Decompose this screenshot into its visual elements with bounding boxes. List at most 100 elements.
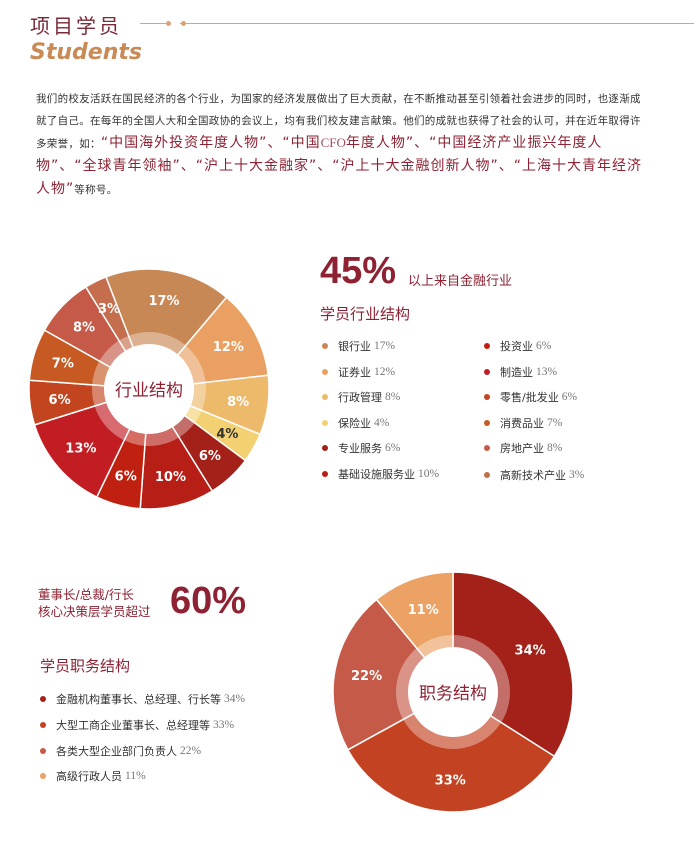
legend-pct: 8%	[547, 442, 563, 454]
legend-pct: 3%	[569, 469, 585, 481]
legend-label: 行政管理	[338, 391, 382, 404]
legend-pct: 34%	[224, 693, 246, 705]
legend-dot-icon	[484, 394, 490, 400]
header-divider	[140, 23, 694, 24]
header-divider-gap	[170, 18, 180, 28]
exec-lead-text: 董事长/总裁/行长 核心决策层学员超过	[38, 586, 151, 620]
legend-dot-icon	[322, 445, 328, 451]
legend-item: 证券业 12%	[322, 364, 395, 380]
legend-pct: 17%	[374, 340, 396, 352]
legend-item: 消费品业 7%	[484, 415, 562, 431]
legend-pct: 6%	[385, 442, 401, 454]
legend-item: 保险业 4%	[322, 415, 389, 431]
legend-label: 证券业	[338, 366, 371, 379]
legend-dot-icon	[40, 748, 46, 754]
legend-item: 高级行政人员 11%	[40, 768, 146, 784]
legend-label: 基础设施服务业	[338, 468, 415, 481]
slice-label: 8%	[227, 395, 249, 410]
slice-label: 34%	[515, 643, 546, 658]
legend-item: 投资业 6%	[484, 338, 551, 354]
legend-item: 制造业 13%	[484, 364, 557, 380]
honor-text-latin: CFO	[320, 135, 346, 150]
slice-label: 12%	[213, 340, 244, 355]
legend-dot-icon	[484, 472, 490, 478]
slice-label: 10%	[155, 470, 186, 485]
donut-group: 34% 33% 22% 11% 职务结构	[332, 571, 574, 813]
legend-pct: 6%	[561, 391, 578, 403]
legend-item: 金融机构董事长、总经理、行长等 34%	[40, 691, 245, 707]
legend-dot-icon	[484, 445, 490, 451]
legend-label: 专业服务	[338, 442, 382, 455]
legend-pct: 33%	[213, 719, 235, 731]
legend-label: 大型工商企业董事长、总经理等	[56, 719, 210, 732]
position-section-title: 学员职务结构	[40, 657, 131, 675]
donut-hole	[104, 344, 194, 434]
legend-pct: 10%	[418, 468, 440, 480]
slice-label: 8%	[73, 320, 95, 335]
legend-pct: 4%	[374, 417, 390, 429]
legend-item: 专业服务 6%	[322, 440, 400, 456]
legend-pct: 7%	[547, 417, 563, 429]
legend-dot-icon	[40, 696, 46, 702]
legend-pct: 13%	[536, 366, 558, 378]
legend-dot-icon	[322, 471, 328, 477]
legend-dot-icon	[322, 369, 328, 375]
exec-share-value: 60%	[170, 580, 247, 622]
legend-dot-icon	[484, 420, 490, 426]
legend-label: 投资业	[500, 340, 533, 353]
divider-dot-icon	[181, 21, 186, 26]
slice-label: 33%	[435, 774, 466, 789]
intro-tail: 等称号。	[74, 184, 118, 196]
divider-dot-icon	[166, 21, 171, 26]
legend-label: 金融机构董事长、总经理、行长等	[56, 693, 221, 706]
intro-paragraph: 我们的校友活跃在国民经济的各个行业，为国家的经济发展做出了巨大贡献，在不断推动甚…	[36, 88, 644, 201]
legend-item: 基础设施服务业 10%	[322, 466, 439, 482]
legend-item: 高新技术产业 3%	[484, 467, 584, 483]
industry-section-title: 学员行业结构	[320, 305, 411, 323]
legend-pct: 22%	[180, 745, 202, 757]
finance-share-value: 45%	[320, 250, 397, 292]
legend-dot-icon	[322, 343, 328, 349]
legend-item: 银行业 17%	[322, 338, 395, 354]
legend-label: 房地产业	[500, 442, 544, 455]
legend-label: 制造业	[500, 366, 533, 379]
intro-text: 我们的校友活跃在国民经济的各个行业，为国家的经济发展做出了巨大贡献，在不断推动甚…	[36, 93, 641, 150]
page-title: 项目学员	[30, 14, 122, 38]
slice-label: 13%	[65, 441, 96, 456]
legend-item: 房地产业 8%	[484, 440, 562, 456]
exec-lead-line: 董事长/总裁/行长	[38, 587, 134, 602]
legend-pct: 12%	[374, 366, 396, 378]
legend-label: 银行业	[338, 340, 371, 353]
slice-label: 11%	[408, 603, 439, 618]
legend-item: 零售/批发业 6%	[484, 389, 577, 405]
honor-text: “中国海外投资年度人物”、“中国	[100, 135, 321, 151]
legend-label: 消费品业	[500, 417, 544, 430]
legend-item: 大型工商企业董事长、总经理等 33%	[40, 717, 234, 733]
legend-dot-icon	[322, 420, 328, 426]
legend-pct: 11%	[125, 770, 146, 782]
legend-dot-icon	[40, 722, 46, 728]
legend-item: 行政管理 8%	[322, 389, 400, 405]
exec-lead-line: 核心决策层学员超过	[38, 604, 151, 619]
legend-dot-icon	[322, 394, 328, 400]
honor-text: 年度人物”、“中国经济产业振兴年度人物”、“全球青年领袖”、“沪上十大金融家”、…	[36, 135, 643, 197]
slice-label: 3%	[98, 302, 120, 317]
legend-item: 各类大型企业部门负责人 22%	[40, 743, 201, 759]
legend-dot-icon	[40, 773, 46, 779]
legend-dot-icon	[484, 369, 490, 375]
legend-dot-icon	[484, 343, 490, 349]
slice-label: 6%	[49, 393, 71, 408]
legend-label: 各类大型企业部门负责人	[56, 745, 177, 758]
legend-label: 零售/批发业	[500, 391, 559, 404]
slice-label: 4%	[216, 427, 238, 442]
slice-label: 6%	[115, 470, 137, 485]
slice-label: 7%	[52, 357, 74, 372]
donut-center-label: 行业结构	[115, 381, 183, 401]
legend-pct: 6%	[536, 340, 552, 352]
legend-label: 保险业	[338, 417, 371, 430]
donut-hole	[408, 647, 498, 737]
legend-label: 高新技术产业	[500, 469, 566, 482]
slice-label: 6%	[199, 449, 221, 464]
intro-honors: “中国海外投资年度人物”、“中国CFO年度人物”、“中国经济产业振兴年度人物”、…	[36, 135, 642, 197]
